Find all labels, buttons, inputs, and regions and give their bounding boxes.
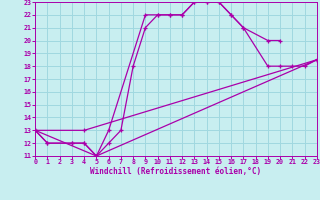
X-axis label: Windchill (Refroidissement éolien,°C): Windchill (Refroidissement éolien,°C) bbox=[91, 167, 261, 176]
